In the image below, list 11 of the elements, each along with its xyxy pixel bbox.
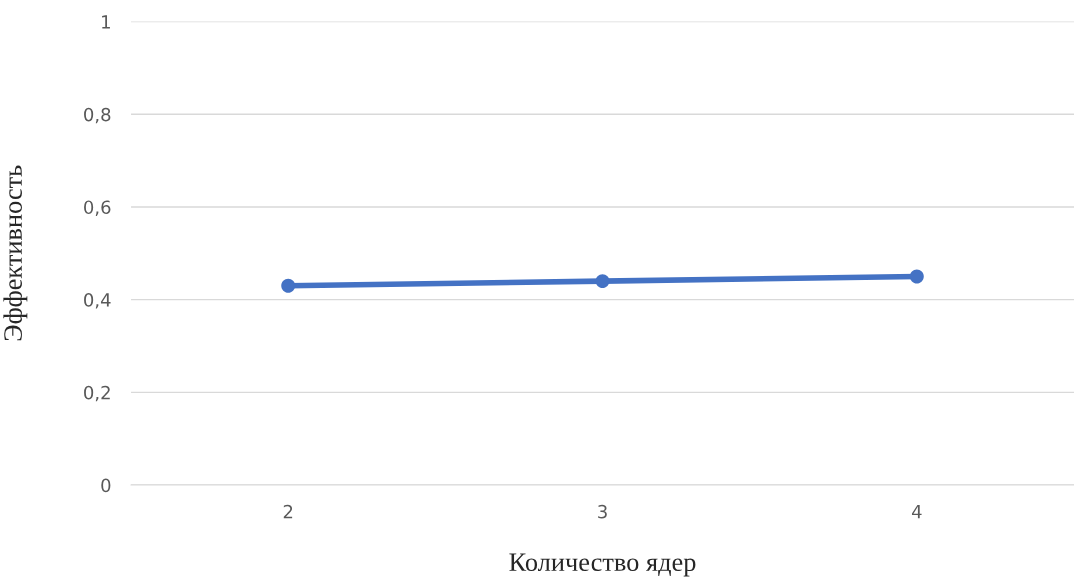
y-tick-label: 0,4 [84,293,111,309]
x-tick-label: 3 [598,504,607,519]
x-tick-label: 4 [911,505,922,519]
y-tick-label: 0 [101,478,111,493]
y-axis-title: Эффективность [3,165,28,341]
x-tick-label: 2 [283,504,293,519]
y-tick-label: 0,8 [84,107,111,124]
y-tick-label: 0,2 [84,385,110,402]
y-tick-label: 0,6 [84,200,111,216]
y-tick-label: 1 [102,15,110,29]
x-axis-title: Количество ядер [509,553,696,577]
